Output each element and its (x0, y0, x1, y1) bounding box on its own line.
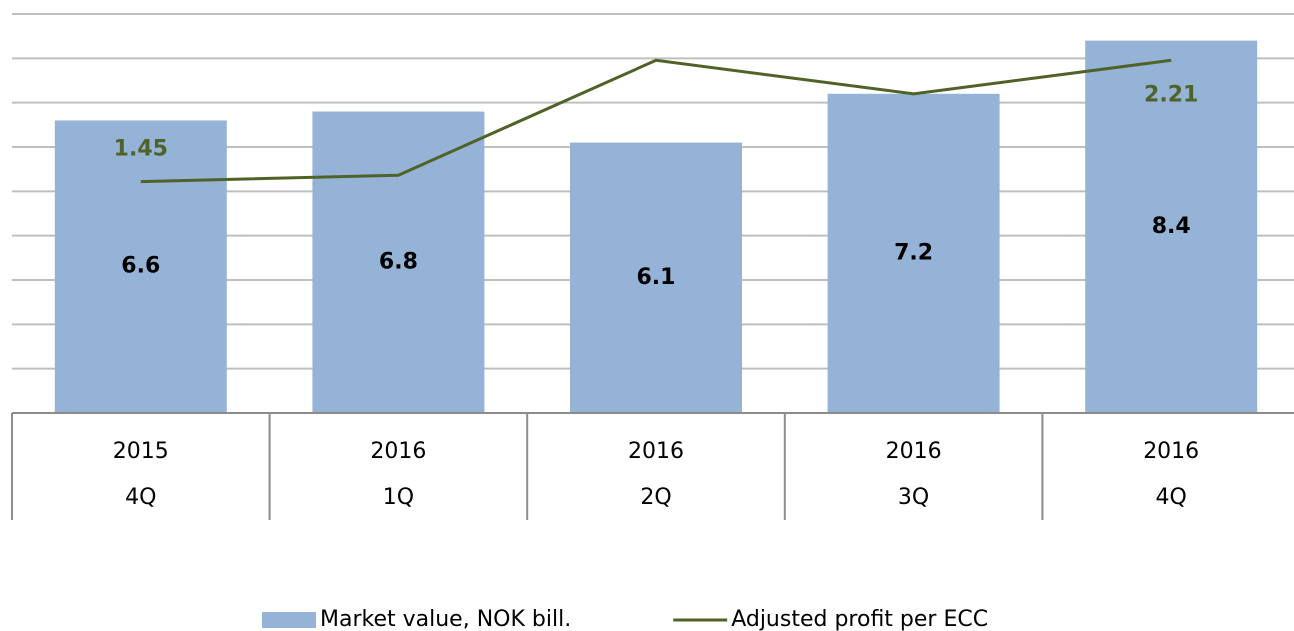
x-tick-label: 2015 (113, 439, 169, 464)
x-tick-label: 4Q (125, 485, 156, 510)
bar (312, 111, 485, 414)
legend-label: Adjusted profit per ECC (731, 607, 988, 631)
bar (54, 120, 227, 414)
legend-swatch (262, 612, 316, 628)
x-tick-label: 2016 (370, 439, 426, 464)
bar-label: 6.8 (379, 249, 418, 274)
bar-label: 8.4 (1152, 214, 1191, 239)
line (140, 58, 1172, 184)
bar (570, 142, 742, 414)
line-label: 1.45 (114, 137, 168, 162)
x-tick-label: 3Q (898, 485, 929, 510)
line-label: 2.21 (1144, 82, 1198, 107)
bar-label: 6.1 (637, 265, 676, 290)
x-tick-label: 2016 (1143, 439, 1199, 464)
bar-label: 7.2 (894, 240, 933, 265)
x-tick-label: 2Q (640, 485, 671, 510)
x-tick-label: 4Q (1156, 485, 1187, 510)
x-tick-label: 1Q (383, 485, 414, 510)
bar-label: 6.6 (121, 254, 160, 279)
bar (827, 93, 1000, 414)
x-tick-label: 2016 (628, 439, 684, 464)
legend-label: Market value, NOK bill. (320, 607, 571, 631)
x-tick-label: 2016 (886, 439, 942, 464)
bar (1085, 40, 1258, 413)
